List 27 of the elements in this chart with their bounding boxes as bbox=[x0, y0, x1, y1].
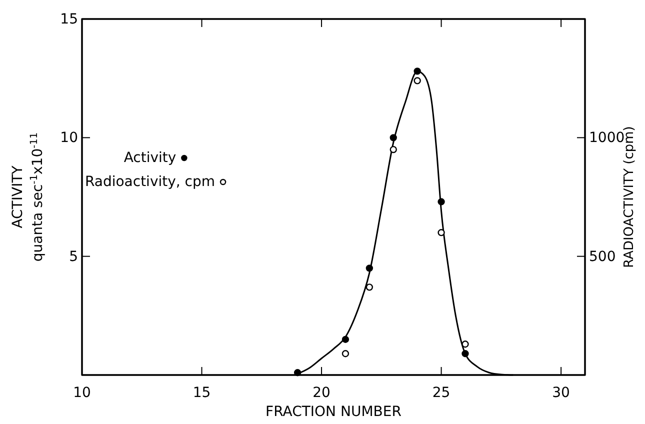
legend-label: Radioactivity, cpm bbox=[84, 174, 216, 190]
point bbox=[438, 198, 445, 206]
point bbox=[462, 350, 469, 358]
x-tick-label: 30 bbox=[552, 384, 570, 401]
y2-tick-label: 500 bbox=[589, 248, 616, 265]
x-axis-title: FRACTION NUMBER bbox=[266, 404, 402, 420]
y-tick-label: 15 bbox=[60, 11, 78, 28]
point bbox=[462, 340, 469, 348]
x-tick-label: 10 bbox=[73, 384, 91, 401]
point bbox=[414, 77, 421, 84]
x-tick-label: 15 bbox=[192, 384, 211, 401]
point bbox=[438, 229, 445, 236]
point bbox=[414, 68, 421, 75]
legend-label: Activity bbox=[124, 150, 176, 166]
point bbox=[342, 350, 350, 358]
point bbox=[390, 146, 397, 154]
point bbox=[366, 264, 374, 272]
y-tick-label: 5 bbox=[69, 248, 78, 265]
y-tick-label: 10 bbox=[60, 130, 78, 146]
x-tick-label: 20 bbox=[312, 384, 330, 401]
point bbox=[342, 336, 350, 343]
x-tick-label: 25 bbox=[432, 384, 450, 401]
y2-axis-title: RADIOACTIVITY (cpm) bbox=[622, 126, 637, 268]
point bbox=[294, 369, 302, 376]
point bbox=[366, 284, 374, 291]
point bbox=[390, 134, 397, 142]
y2-tick-label: 1000 bbox=[589, 130, 625, 146]
